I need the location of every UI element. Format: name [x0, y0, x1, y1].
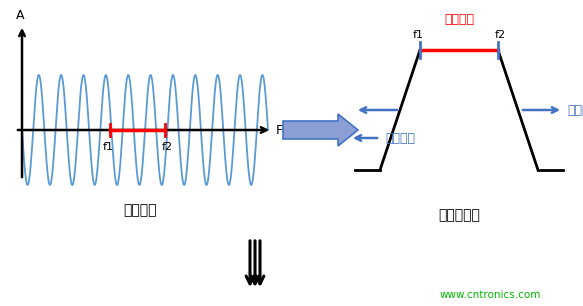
FancyArrow shape [283, 114, 358, 146]
Text: 抑制频段: 抑制频段 [567, 103, 583, 117]
Text: 原始信号: 原始信号 [123, 203, 157, 217]
Text: F: F [276, 125, 283, 137]
Text: f2: f2 [161, 142, 173, 152]
Text: 工作频段: 工作频段 [444, 13, 474, 26]
Text: A: A [16, 9, 24, 22]
Text: 滤波器响应: 滤波器响应 [438, 208, 480, 222]
Text: f1: f1 [103, 142, 114, 152]
Text: f1: f1 [413, 30, 423, 40]
Text: 抑制频段: 抑制频段 [385, 132, 415, 144]
Text: www.cntronics.com: www.cntronics.com [440, 290, 540, 300]
Text: f2: f2 [494, 30, 505, 40]
